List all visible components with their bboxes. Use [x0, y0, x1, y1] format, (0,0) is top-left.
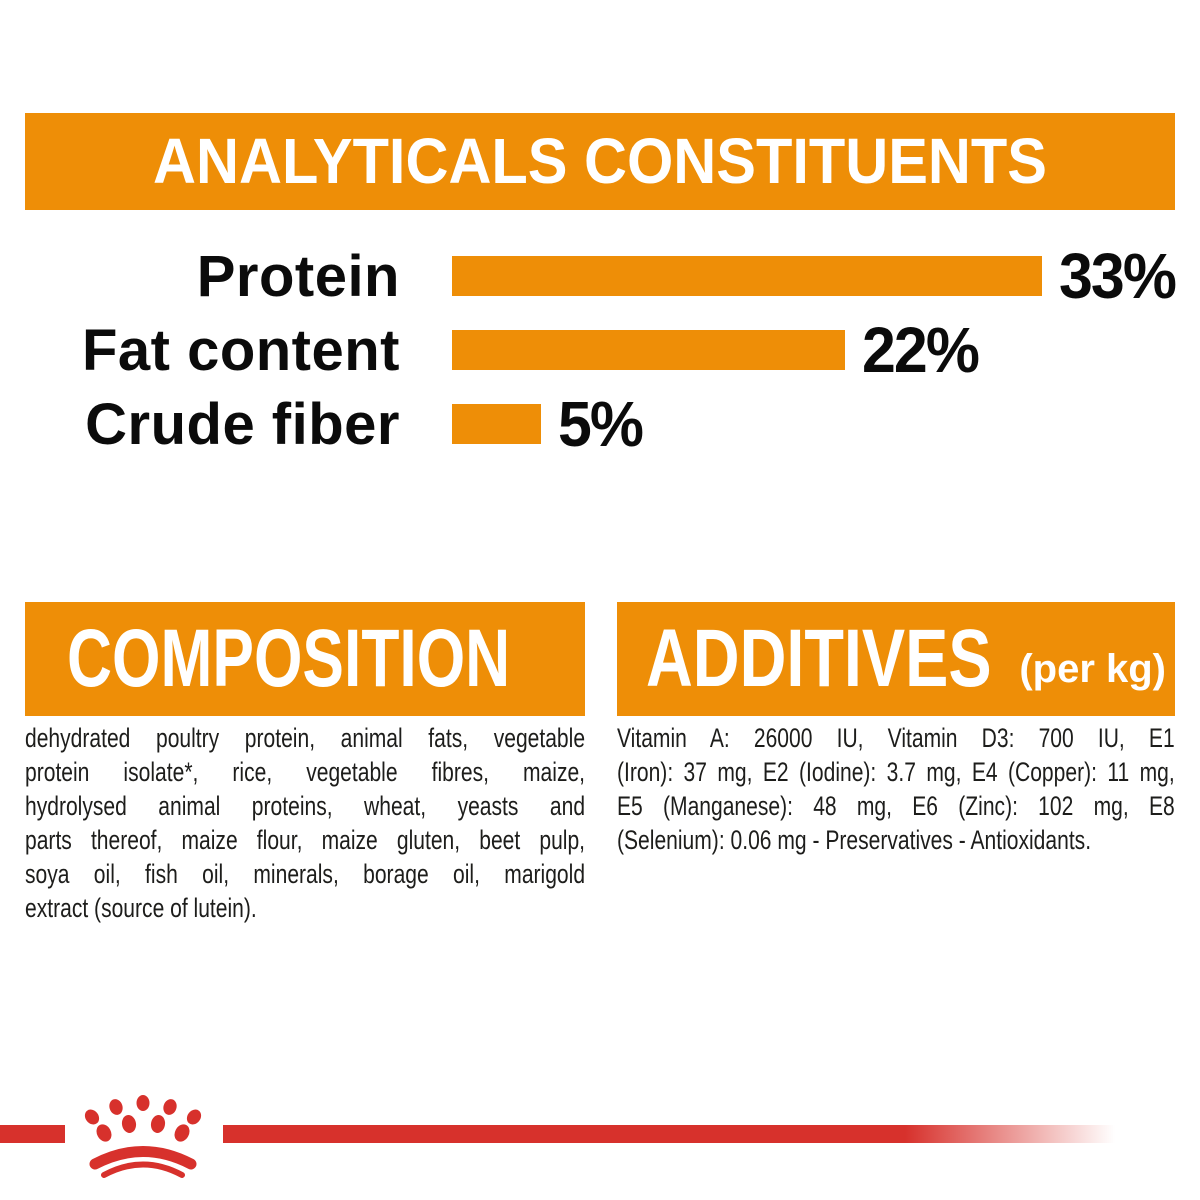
text-line: protein isolate*, rice, vegetable fibres… [25, 757, 586, 787]
text-line: hydrolysed animal proteins, wheat, yeast… [25, 791, 586, 821]
chart-row: Fat content 22% [0, 312, 1200, 388]
bar [452, 330, 845, 370]
text-line: soya oil, fish oil, minerals, borage oil… [25, 859, 586, 889]
bar-value: 22% [862, 314, 980, 386]
composition-header: COMPOSITION [25, 602, 585, 716]
chart-row: Protein 33% [0, 238, 1200, 314]
composition-title: COMPOSITION [67, 613, 511, 704]
chart-row: Crude fiber 5% [0, 386, 1200, 462]
footer-divider-line [0, 1125, 1200, 1143]
royal-canin-crown-icon [84, 1095, 202, 1178]
text-line: dehydrated poultry protein, animal fats,… [25, 723, 586, 753]
composition-text: dehydrated poultry protein, animal fats,… [25, 721, 585, 925]
text-line: (Selenium): 0.06 mg - Preservatives - An… [617, 825, 1092, 855]
bar-label: Protein [196, 243, 400, 309]
text-line: parts thereof, maize flour, maize gluten… [25, 825, 586, 855]
bar-value: 5% [558, 388, 644, 460]
additives-text: Vitamin A: 26000 IU, Vitamin D3: 700 IU,… [617, 721, 1175, 857]
text-line: Vitamin A: 26000 IU, Vitamin D3: 700 IU,… [617, 723, 1175, 753]
bar-value: 33% [1059, 240, 1177, 312]
analyticals-title: ANALYTICALS CONSTITUENTS [153, 125, 1047, 197]
bar-label: Crude fiber [85, 391, 400, 457]
text-line: extract (source of lutein). [25, 893, 257, 923]
text-line: E5 (Manganese): 48 mg, E6 (Zinc): 102 mg… [617, 791, 1175, 821]
analyticals-banner: ANALYTICALS CONSTITUENTS [25, 113, 1175, 210]
per-kg-label: (per kg) [1019, 647, 1166, 691]
analyticals-chart: Protein 33% Fat content 22% Crude fiber 5% [0, 0, 1200, 500]
text-line: (Iron): 37 mg, E2 (Iodine): 3.7 mg, E4 (… [617, 757, 1175, 787]
bar [452, 256, 1042, 296]
bar [452, 404, 541, 444]
additives-header: ADDITIVES (per kg) [617, 602, 1175, 716]
additives-title: ADDITIVES [646, 613, 992, 704]
bar-label: Fat content [81, 317, 400, 383]
